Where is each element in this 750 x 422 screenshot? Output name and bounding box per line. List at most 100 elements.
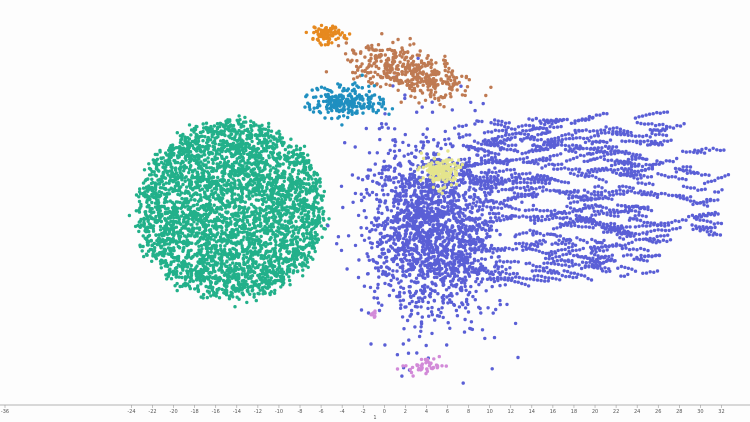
data-point xyxy=(311,181,315,185)
data-point xyxy=(228,119,232,124)
data-point xyxy=(241,238,245,242)
data-point xyxy=(215,288,219,292)
data-point xyxy=(474,289,478,294)
data-point xyxy=(263,219,267,223)
data-point xyxy=(152,195,156,200)
data-point xyxy=(259,131,264,135)
data-point xyxy=(199,216,203,220)
data-point xyxy=(266,217,271,221)
data-point xyxy=(432,152,436,157)
data-point xyxy=(465,252,469,256)
data-point xyxy=(248,179,253,183)
data-point xyxy=(414,144,418,149)
data-point xyxy=(228,216,232,221)
data-point xyxy=(280,197,284,202)
data-point xyxy=(418,296,422,300)
data-point xyxy=(257,173,262,177)
data-point xyxy=(424,343,428,348)
data-point xyxy=(210,271,214,275)
data-point xyxy=(225,211,229,215)
data-point xyxy=(428,202,432,206)
data-point xyxy=(185,185,189,189)
data-point xyxy=(237,128,241,133)
data-point xyxy=(261,199,266,203)
data-point xyxy=(212,124,217,128)
data-point xyxy=(215,122,220,126)
data-point xyxy=(281,261,285,265)
data-point xyxy=(388,148,392,152)
data-point xyxy=(242,262,246,267)
data-point xyxy=(142,220,146,224)
data-point xyxy=(302,144,307,148)
data-point xyxy=(408,291,412,295)
data-point xyxy=(174,275,178,279)
data-point xyxy=(313,237,318,241)
data-point xyxy=(307,205,312,210)
data-point xyxy=(426,265,430,270)
data-point xyxy=(208,263,212,268)
data-point xyxy=(206,277,211,281)
data-point xyxy=(255,216,259,220)
data-point xyxy=(161,183,166,187)
data-point xyxy=(241,256,245,260)
data-point xyxy=(237,183,241,187)
data-point xyxy=(380,211,384,216)
data-point xyxy=(205,215,210,219)
data-point xyxy=(192,192,196,197)
data-point xyxy=(378,238,383,242)
data-point xyxy=(220,156,224,160)
data-point xyxy=(245,288,250,293)
data-point xyxy=(366,176,370,180)
data-point xyxy=(258,166,262,170)
data-point xyxy=(284,224,288,228)
data-point xyxy=(425,127,429,131)
data-point xyxy=(318,184,322,188)
data-point xyxy=(223,239,227,243)
data-point xyxy=(283,147,288,152)
data-point xyxy=(466,310,471,314)
data-point xyxy=(168,175,173,180)
data-point xyxy=(381,165,386,169)
data-point xyxy=(246,129,251,134)
data-point xyxy=(280,226,285,230)
data-point xyxy=(419,305,423,309)
data-point xyxy=(467,147,471,152)
data-point xyxy=(252,220,257,224)
data-point xyxy=(297,177,302,182)
data-point xyxy=(262,231,267,235)
data-point xyxy=(245,207,250,212)
data-point xyxy=(153,152,157,157)
data-point xyxy=(386,192,390,197)
data-point xyxy=(201,206,205,210)
data-point xyxy=(420,315,424,319)
data-point xyxy=(301,151,305,156)
data-point xyxy=(294,255,299,259)
data-point xyxy=(269,241,273,246)
data-point xyxy=(197,227,202,232)
data-point xyxy=(252,167,257,171)
data-point xyxy=(305,225,310,229)
data-point xyxy=(398,191,402,195)
data-point xyxy=(439,198,443,203)
data-point xyxy=(167,230,172,234)
data-point xyxy=(189,180,194,184)
data-point xyxy=(280,208,284,212)
data-point xyxy=(209,192,213,196)
data-point xyxy=(298,148,302,152)
data-point xyxy=(392,238,396,242)
data-point xyxy=(249,276,253,280)
data-point xyxy=(200,176,204,180)
data-point xyxy=(170,166,174,170)
data-point xyxy=(367,236,371,240)
data-point xyxy=(155,242,160,247)
data-point xyxy=(146,219,150,223)
data-point xyxy=(250,139,254,144)
data-point xyxy=(401,342,405,346)
data-point xyxy=(227,279,232,283)
data-point xyxy=(245,152,250,156)
data-point xyxy=(254,158,258,163)
data-point xyxy=(214,152,218,156)
data-point xyxy=(160,231,164,236)
data-point xyxy=(257,128,261,132)
